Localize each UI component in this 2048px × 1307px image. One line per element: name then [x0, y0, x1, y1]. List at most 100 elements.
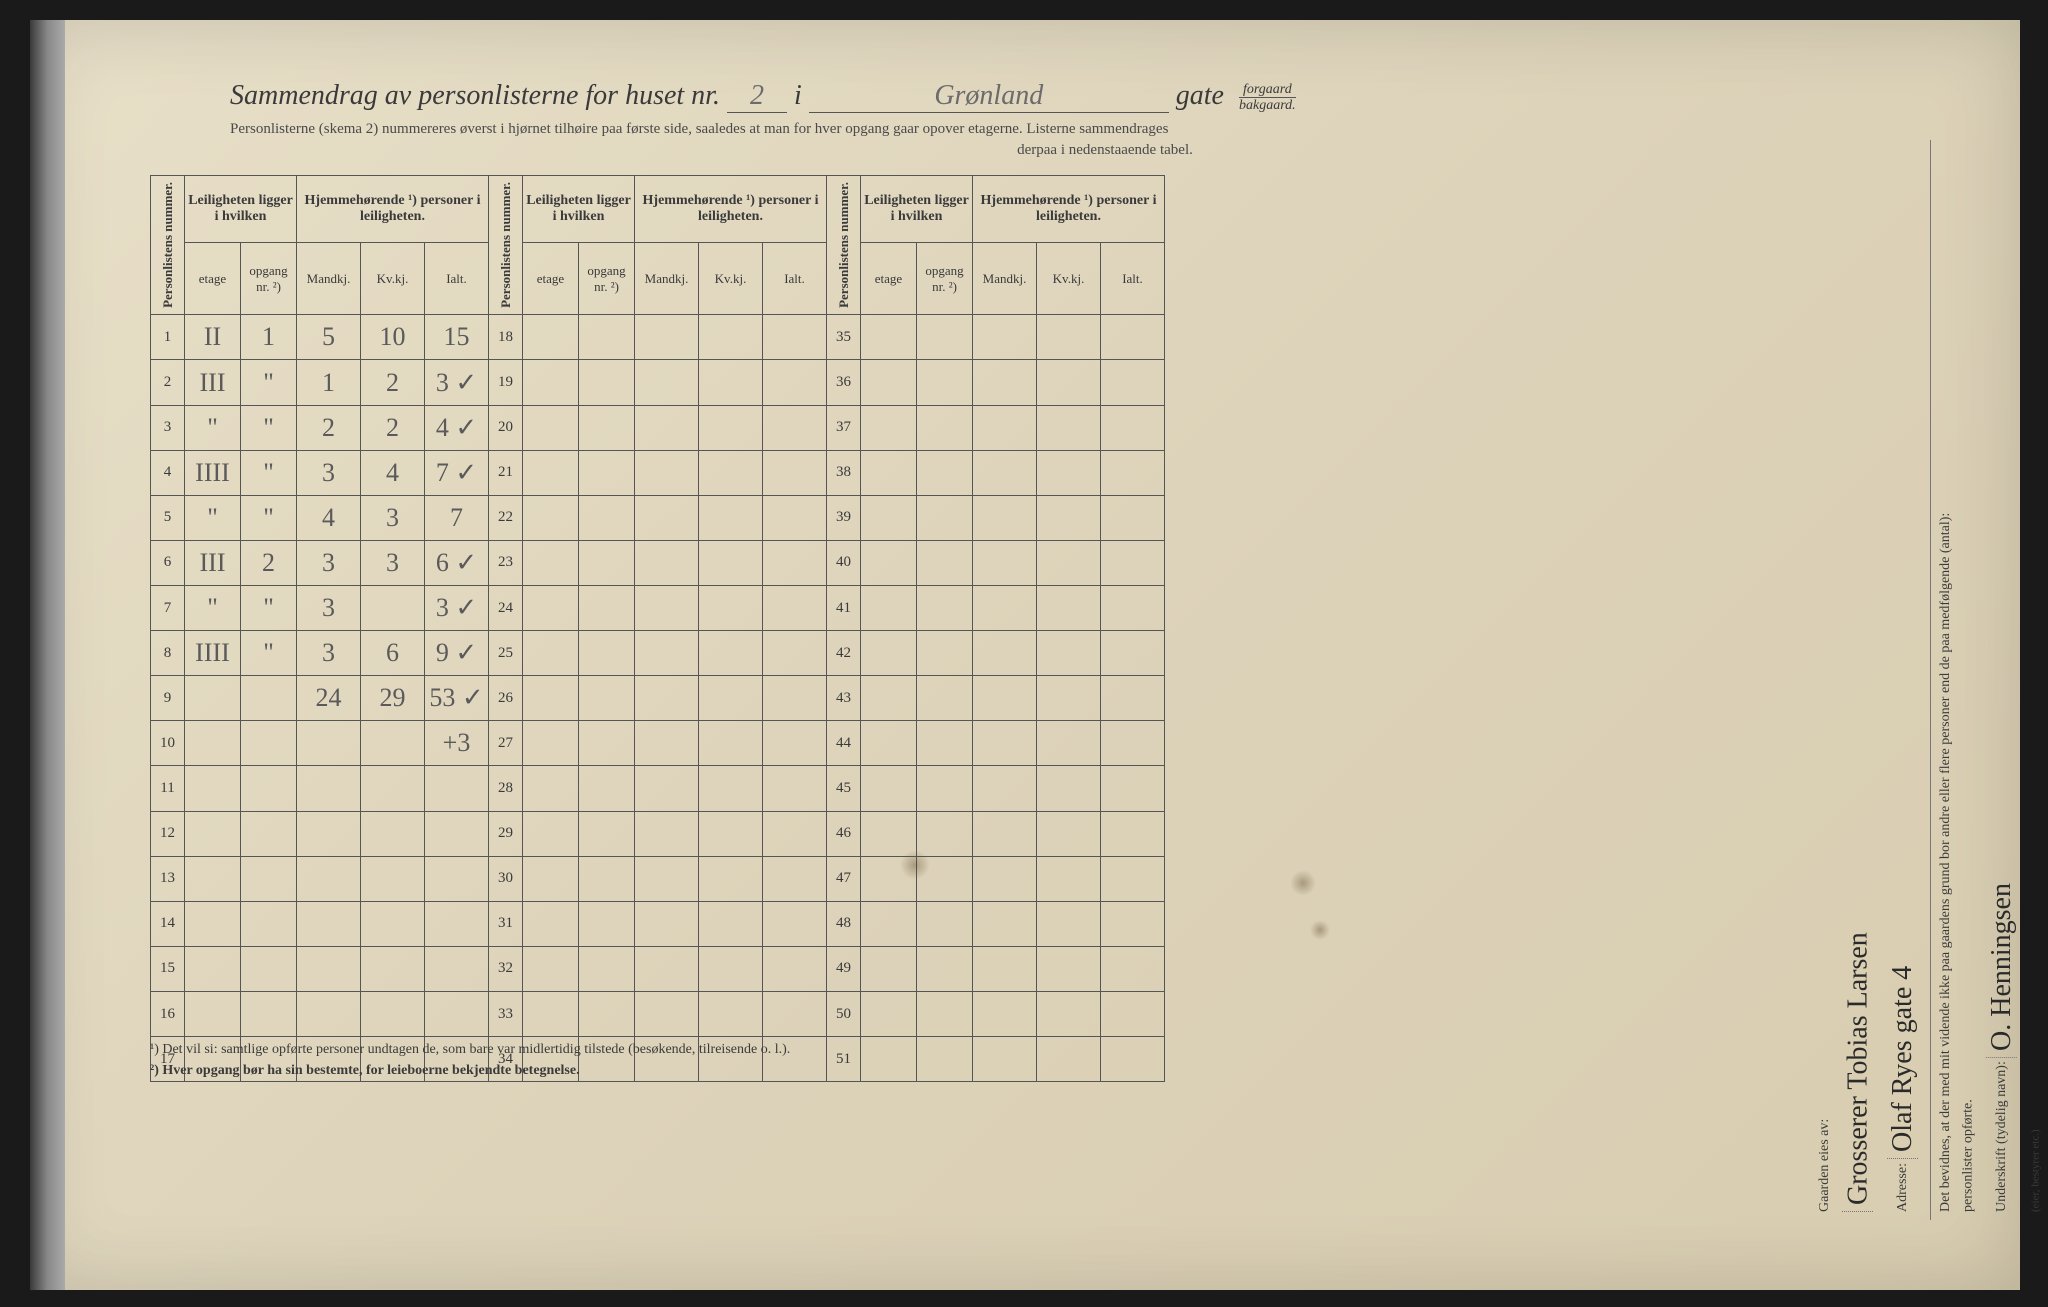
row-num: 48: [827, 901, 861, 946]
cell-ialt: [763, 901, 827, 946]
cell-ialt: [1101, 946, 1165, 991]
cell-etage: [523, 631, 579, 676]
cell-opgang: ": [241, 360, 297, 405]
row-num: 45: [827, 766, 861, 811]
cell-kvkj: [1037, 811, 1101, 856]
cell-opgang: [917, 676, 973, 721]
hdr-opgang-3: opgang nr. ²): [917, 242, 973, 315]
row-num: 30: [489, 856, 523, 901]
cell-opgang: [579, 315, 635, 360]
table-header: Personlistens nummer. Leiligheten ligger…: [151, 176, 1165, 315]
cell-mandkj: [635, 631, 699, 676]
table-row: 153249: [151, 946, 1165, 991]
cell-opgang: [917, 1037, 973, 1082]
cell-ialt: 53 ✓: [425, 676, 489, 721]
gate-fraction: forgaard bakgaard.: [1239, 82, 1296, 114]
cell-opgang: ": [241, 450, 297, 495]
cell-ialt: [763, 992, 827, 1037]
cell-ialt: [1101, 811, 1165, 856]
cell-kvkj: 2: [361, 405, 425, 450]
forgaard: forgaard: [1239, 82, 1296, 98]
table-row: 10+32744: [151, 721, 1165, 766]
stain: [900, 850, 930, 880]
table-row: 9242953 ✓2643: [151, 676, 1165, 721]
table-row: 5""4372239: [151, 495, 1165, 540]
cell-ialt: [763, 540, 827, 585]
cell-mandkj: [297, 946, 361, 991]
row-num: 26: [489, 676, 523, 721]
cell-mandkj: [973, 766, 1037, 811]
street-name: Grønland: [809, 80, 1169, 113]
cell-kvkj: [361, 901, 425, 946]
cell-etage: [523, 811, 579, 856]
cell-etage: ": [185, 495, 241, 540]
cell-mandkj: [635, 992, 699, 1037]
cell-kvkj: [699, 360, 763, 405]
table-row: 1II1510151835: [151, 315, 1165, 360]
row-num: 44: [827, 721, 861, 766]
personlister-text: personlister opførte.: [1960, 1099, 1975, 1212]
cell-etage: [523, 315, 579, 360]
cell-mandkj: [973, 586, 1037, 631]
cell-mandkj: [973, 946, 1037, 991]
cell-opgang: [241, 856, 297, 901]
hdr-etage-2: etage: [523, 242, 579, 315]
row-num: 20: [489, 405, 523, 450]
cell-kvkj: [361, 856, 425, 901]
cell-kvkj: 29: [361, 676, 425, 721]
hdr-kvkj-1: Kv.kj.: [361, 242, 425, 315]
cell-kvkj: [699, 811, 763, 856]
cell-mandkj: 4: [297, 495, 361, 540]
cell-mandkj: [973, 676, 1037, 721]
cell-kvkj: [1037, 721, 1101, 766]
row-num: 7: [151, 586, 185, 631]
cell-kvkj: [1037, 676, 1101, 721]
cell-opgang: [241, 811, 297, 856]
cell-opgang: [917, 766, 973, 811]
cell-ialt: [763, 405, 827, 450]
cell-ialt: [763, 495, 827, 540]
cell-etage: [523, 901, 579, 946]
cell-ialt: [1101, 405, 1165, 450]
cell-ialt: 15: [425, 315, 489, 360]
table-row: 3""224 ✓2037: [151, 405, 1165, 450]
row-num: 18: [489, 315, 523, 360]
row-num: 36: [827, 360, 861, 405]
hdr-ialt-2: Ialt.: [763, 242, 827, 315]
stain: [1310, 920, 1330, 940]
cell-kvkj: [1037, 1037, 1101, 1082]
cell-opgang: [579, 946, 635, 991]
cell-mandkj: 5: [297, 315, 361, 360]
row-num: 8: [151, 631, 185, 676]
cell-ialt: [425, 946, 489, 991]
hdr-mandkj-2: Mandkj.: [635, 242, 699, 315]
hdr-personlistens-3: Personlistens nummer.: [827, 176, 861, 315]
cell-kvkj: [361, 721, 425, 766]
cell-mandkj: [297, 721, 361, 766]
cell-kvkj: [699, 721, 763, 766]
cell-kvkj: [699, 450, 763, 495]
table-row: 133047: [151, 856, 1165, 901]
cell-etage: [861, 1037, 917, 1082]
row-num: 51: [827, 1037, 861, 1082]
table-row: 7""33 ✓2441: [151, 586, 1165, 631]
row-num: 47: [827, 856, 861, 901]
cell-etage: [861, 315, 917, 360]
cell-mandkj: [973, 631, 1037, 676]
hdr-leiligheten-2: Leiligheten ligger i hvilken: [523, 176, 635, 242]
cell-etage: [861, 450, 917, 495]
cell-ialt: [1101, 540, 1165, 585]
hdr-hjemme-1: Hjemmehørende ¹) personer i leiligheten.: [297, 176, 489, 242]
cell-etage: [185, 946, 241, 991]
row-num: 6: [151, 540, 185, 585]
cell-ialt: [1101, 315, 1165, 360]
cell-mandkj: [973, 856, 1037, 901]
cell-ialt: [1101, 992, 1165, 1037]
row-num: 31: [489, 901, 523, 946]
cell-kvkj: [1037, 450, 1101, 495]
house-number: 2: [727, 80, 787, 113]
cell-kvkj: [699, 405, 763, 450]
cell-mandkj: 3: [297, 450, 361, 495]
cell-kvkj: [361, 586, 425, 631]
cell-kvkj: [699, 901, 763, 946]
